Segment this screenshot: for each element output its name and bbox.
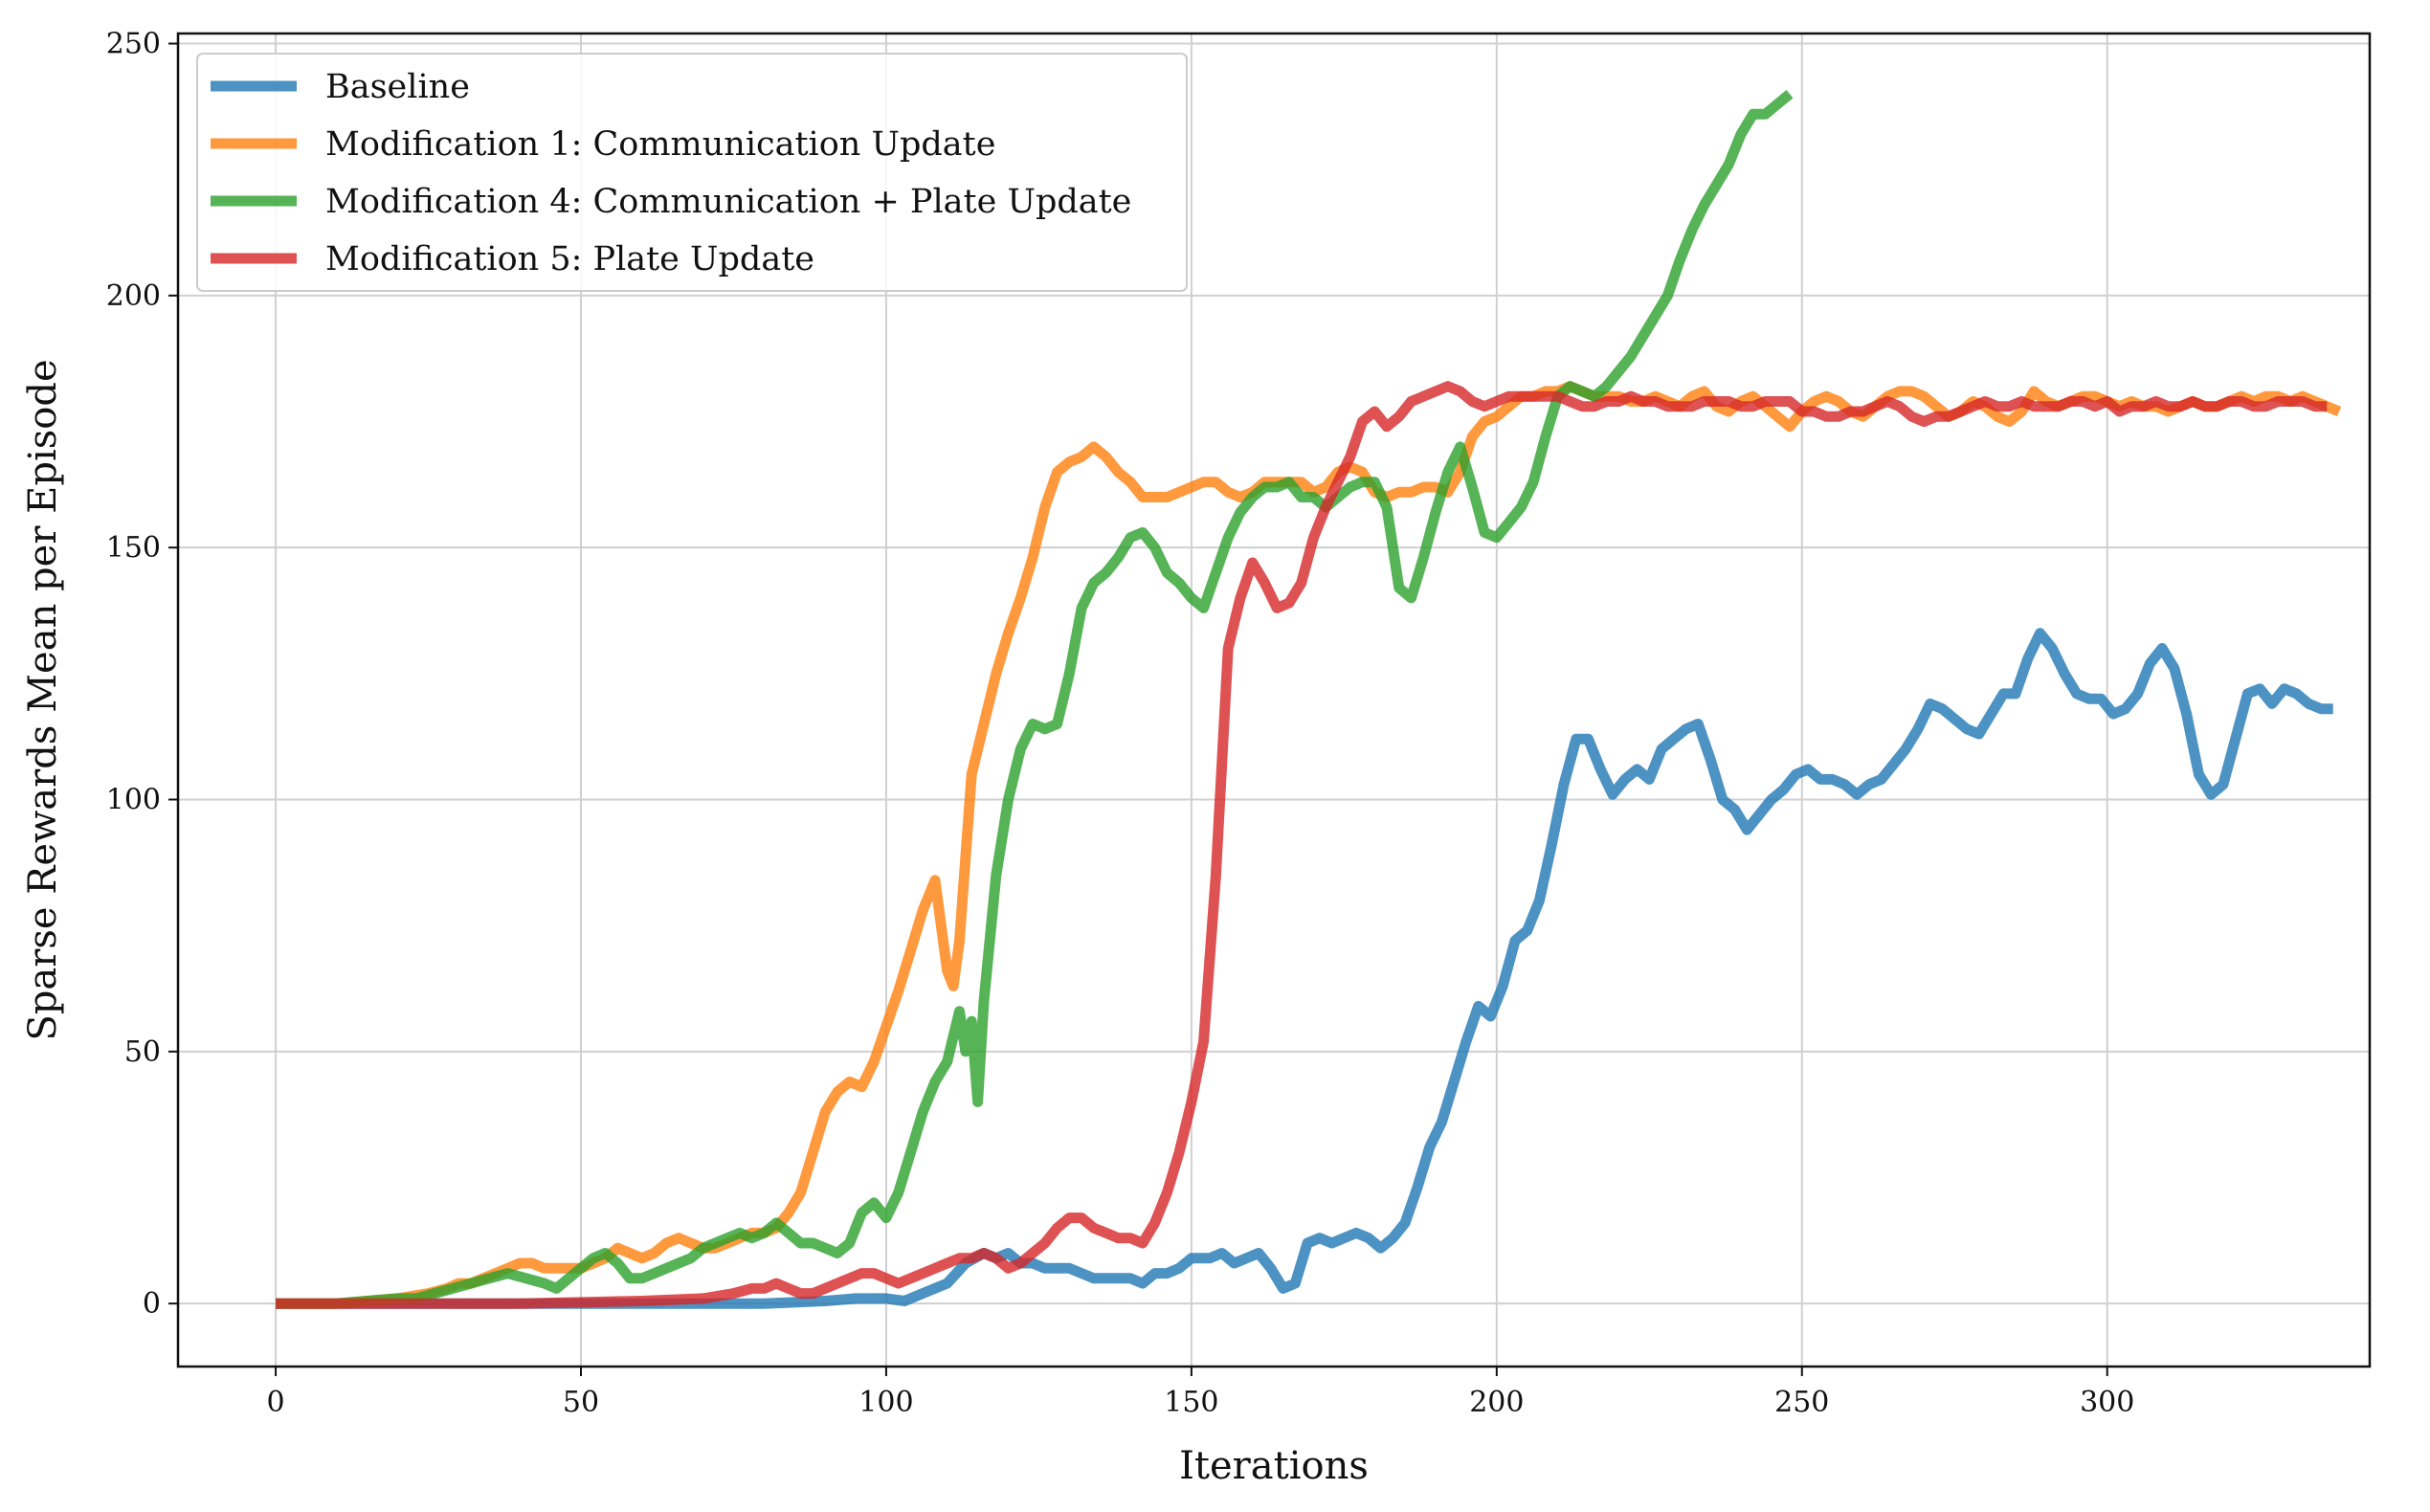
- series-line-1: [276, 628, 2333, 1309]
- x-tick-label: 100: [858, 1386, 913, 1419]
- plot-frame: [176, 32, 2372, 1368]
- legend-label: Modification 4: Communication + Plate Up…: [325, 183, 1131, 221]
- legend-label: Baseline: [325, 68, 470, 106]
- legend-label: Modification 5: Plate Update: [325, 240, 814, 278]
- y-tick-label: 50: [124, 1035, 161, 1069]
- x-axis-label: Iterations: [1179, 1444, 1369, 1488]
- series-line-3: [276, 89, 1794, 1309]
- y-tick-label: 200: [106, 279, 161, 313]
- x-tick-label: 0: [267, 1386, 285, 1419]
- y-tick-label: 100: [106, 784, 161, 817]
- series-lines: [276, 89, 2342, 1309]
- x-tick-label: 200: [1469, 1386, 1524, 1419]
- axis-ticks: 0 50 100 150 200 250 300 0 50 100 150 200 250: [106, 28, 2135, 1419]
- y-tick-label: 250: [106, 28, 161, 61]
- legend: Baseline Modification 1: Communication Up…: [196, 53, 1188, 292]
- legend-label: Modification 1: Communication Update: [325, 125, 995, 164]
- x-tick-label: 300: [2080, 1386, 2134, 1419]
- legend-box: [196, 53, 1188, 292]
- x-tick-label: 250: [1774, 1386, 1829, 1419]
- series-line-4: [276, 381, 2328, 1309]
- x-tick-label: 50: [563, 1386, 599, 1419]
- y-tick-label: 0: [143, 1287, 161, 1321]
- y-axis-label: Sparse Rewards Mean per Episode: [21, 359, 65, 1040]
- y-tick-label: 150: [106, 531, 161, 565]
- legend-items: Baseline Modification 1: Communication Up…: [211, 68, 1131, 278]
- x-tick-label: 150: [1164, 1386, 1218, 1419]
